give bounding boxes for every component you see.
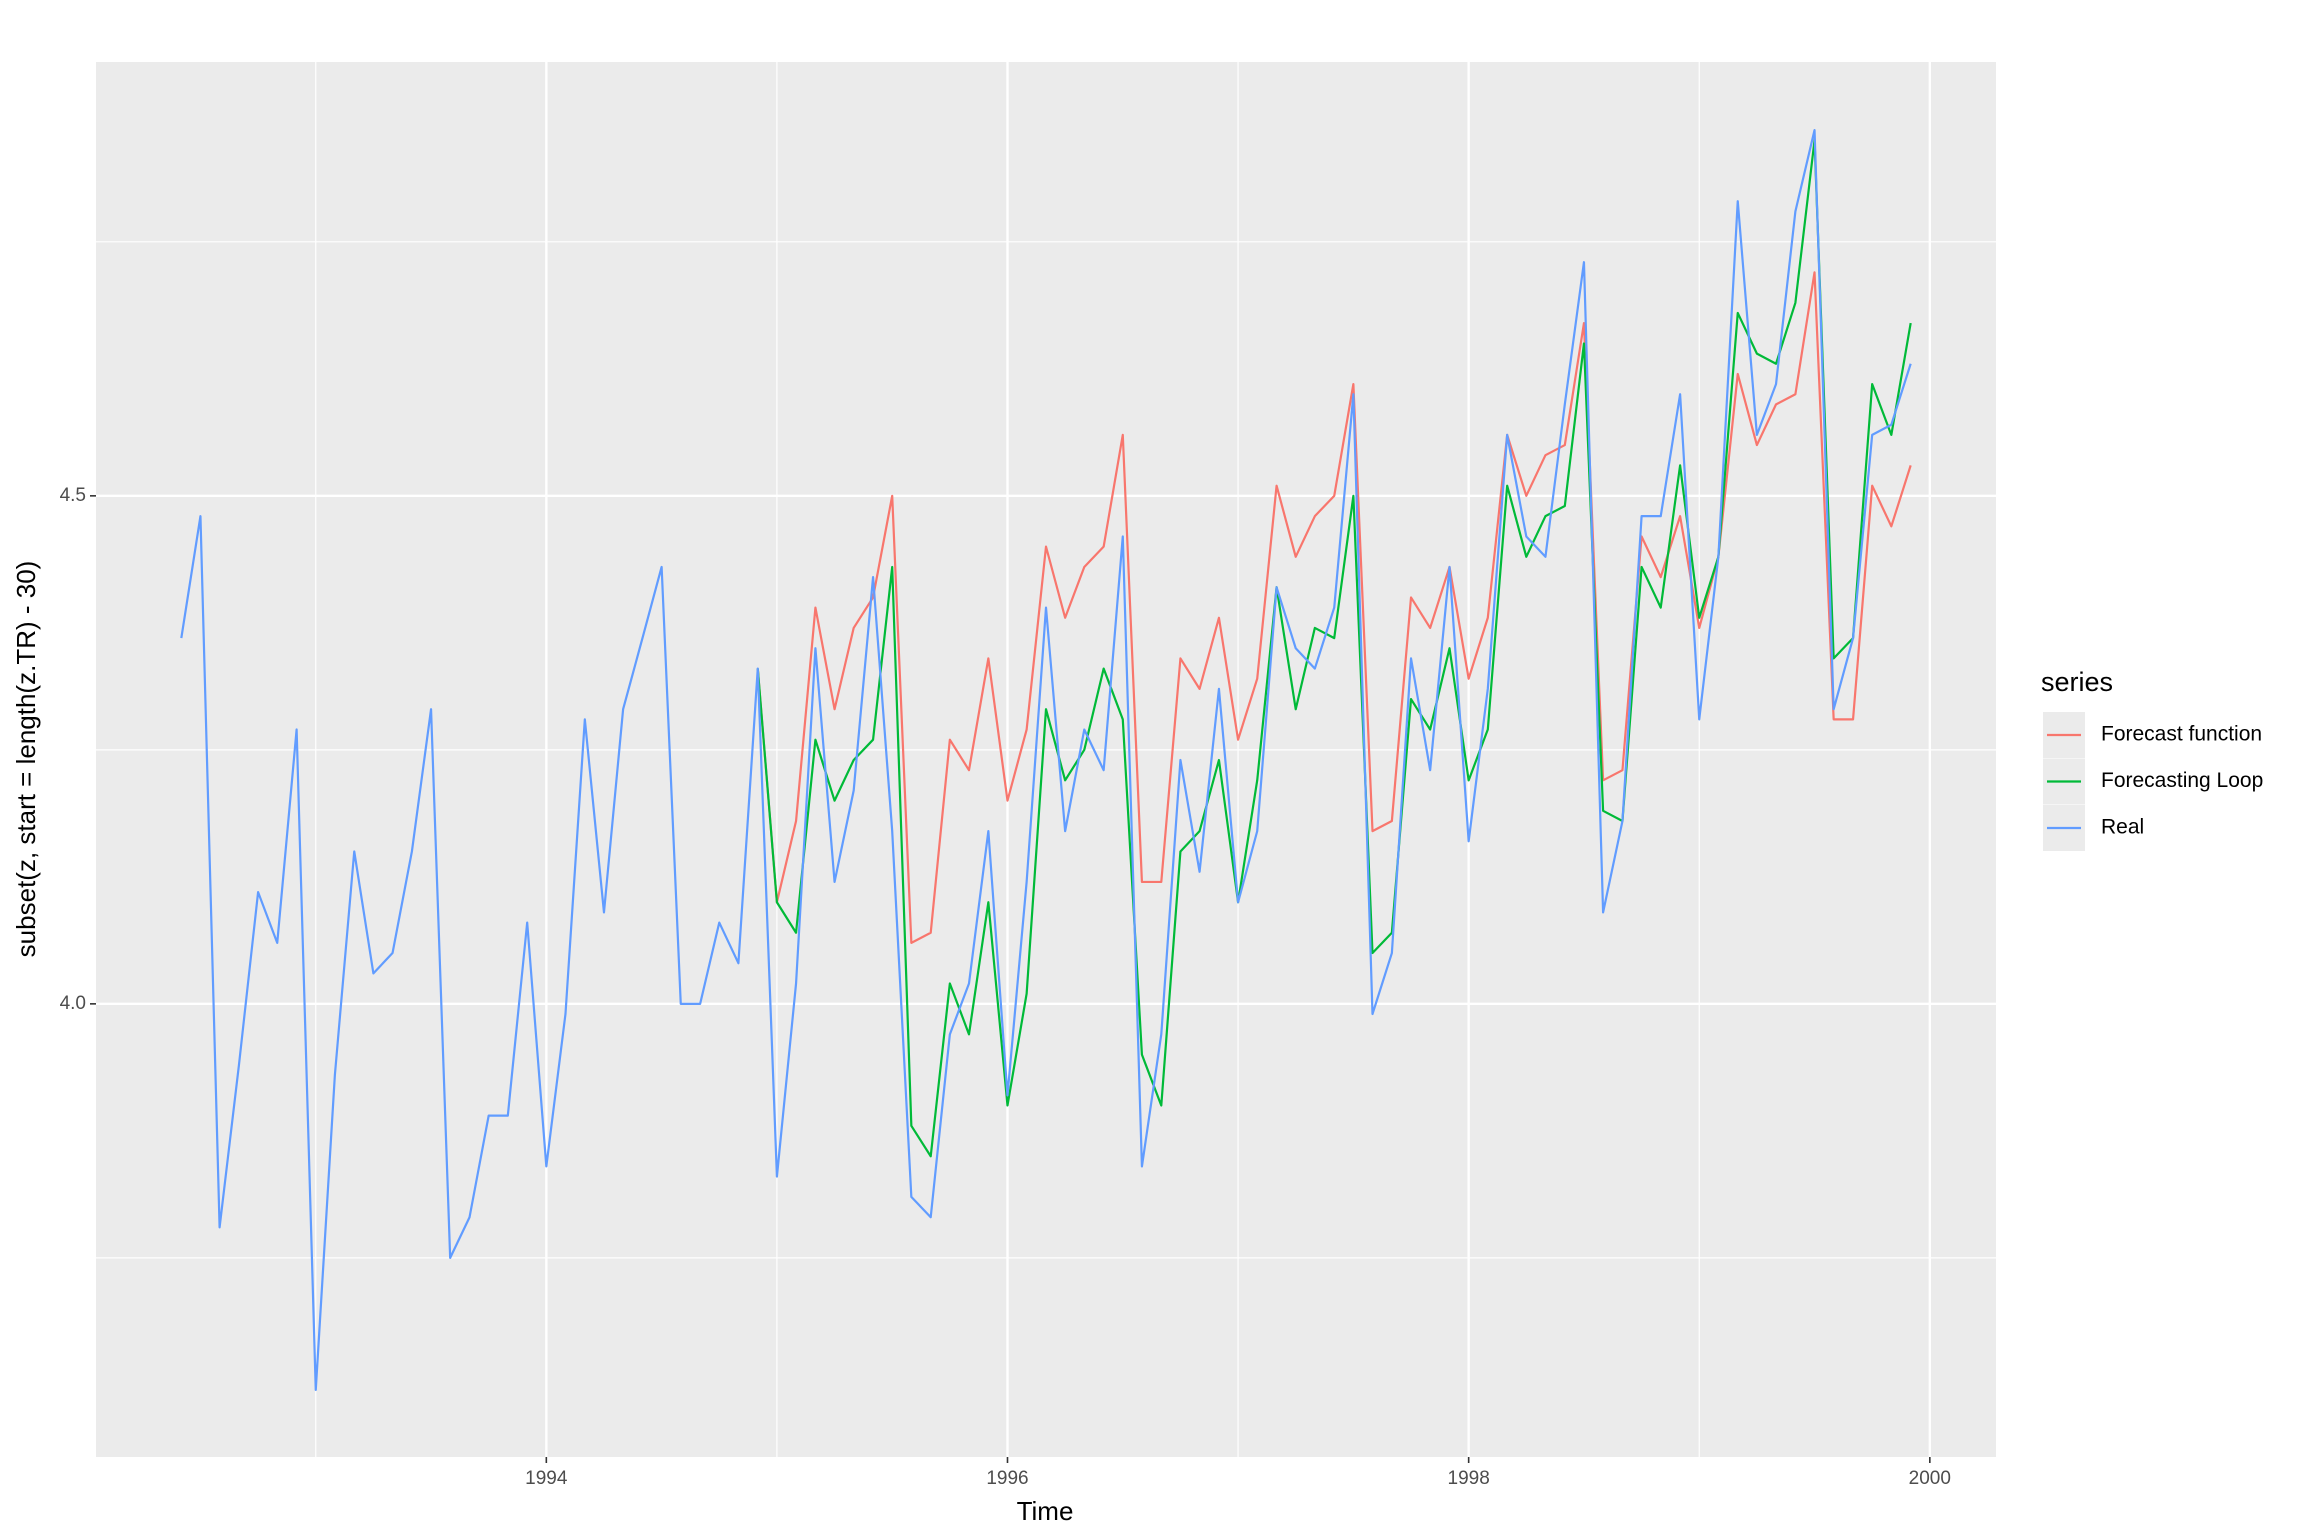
legend-label: Forecast function [2101,723,2262,746]
y-tick-label: 4.0 [60,993,86,1014]
x-tick-label: 1996 [986,1468,1028,1489]
y-axis-title: subset(z, start = length(z.TR) - 30) [11,561,41,958]
x-tick-label: 1994 [525,1468,568,1489]
x-tick-label: 2000 [1909,1468,1951,1489]
series-line [180,128,1912,1392]
legend-title: series [2041,667,2113,697]
x-tick-label: 1998 [1448,1468,1490,1489]
x-axis-title: Time [1017,1496,1074,1526]
legend-label: Forecasting Loop [2101,769,2263,792]
legend-label: Real [2101,816,2144,839]
panel [96,62,1996,1457]
y-tick-label: 4.5 [60,485,86,506]
